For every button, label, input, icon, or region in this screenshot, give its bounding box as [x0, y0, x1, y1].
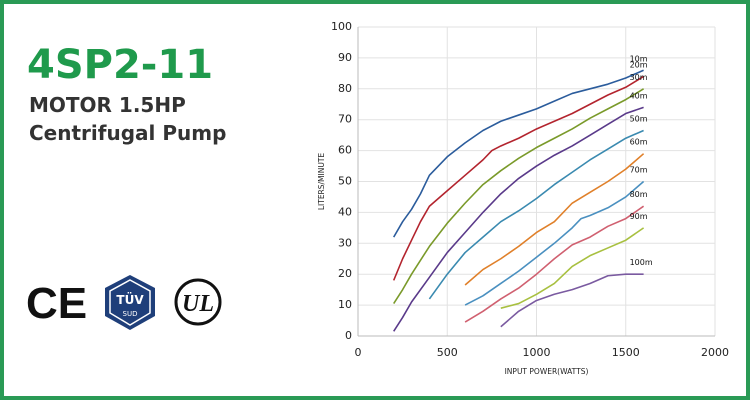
series-label: 20m — [630, 60, 648, 69]
series-line — [464, 180, 645, 306]
ce-text: CE — [26, 279, 87, 328]
y-tick-label: 50 — [338, 175, 352, 188]
tuv-inner — [109, 279, 151, 326]
series-label: 80m — [630, 190, 648, 199]
x-tick-label: 1500 — [612, 346, 640, 359]
x-tick-label: 1000 — [523, 346, 551, 359]
y-tick-label: 70 — [338, 113, 352, 126]
y-tick-label: 40 — [338, 205, 352, 218]
model-title: 4SP2-11 — [27, 42, 213, 88]
series-line — [500, 227, 645, 309]
y-tick-label: 10 — [338, 298, 352, 311]
series-line — [464, 153, 645, 286]
motor-text: MOTOR 1.5HP — [29, 93, 186, 117]
ul-logo: UL — [174, 278, 222, 326]
y-tick-label: 60 — [338, 144, 352, 157]
y-axis-label: LITERS/MINUTE — [317, 153, 326, 211]
y-tick-label: 80 — [338, 82, 352, 95]
x-tick-label: 500 — [437, 346, 458, 359]
series-label: 40m — [630, 91, 648, 100]
y-tick-label: 0 — [345, 329, 352, 342]
pump-type: Centrifugal Pump — [29, 121, 226, 145]
series-label: 60m — [630, 138, 648, 147]
ul-text: UL — [182, 291, 214, 317]
x-axis-label: INPUT POWER(WATTS) — [505, 367, 589, 376]
tuv-logo: TÜV SUD — [105, 275, 155, 330]
series-line — [393, 69, 644, 238]
series-line — [500, 273, 644, 328]
ce-logo: CE — [26, 279, 87, 328]
x-tick-label: 0 — [355, 346, 362, 359]
y-tick-label: 100 — [331, 20, 352, 33]
series-line — [393, 88, 645, 304]
series-label: 70m — [630, 166, 648, 175]
y-tick-label: 20 — [338, 267, 352, 280]
y-tick-label: 90 — [338, 51, 352, 64]
sud-text: SUD — [123, 310, 138, 318]
series-label: 10m — [630, 54, 648, 63]
series-label: 90m — [630, 212, 648, 221]
series-line — [392, 75, 645, 281]
series-line — [464, 205, 645, 323]
y-tick-label: 30 — [338, 236, 352, 249]
series-label: 100m — [630, 258, 653, 267]
x-tick-label: 2000 — [701, 346, 729, 359]
tuv-text: TÜV — [116, 292, 144, 307]
series-label: 50m — [630, 115, 648, 124]
ul-circle — [174, 278, 222, 326]
series-line — [393, 106, 644, 332]
tuv-hexagon — [105, 275, 155, 330]
series-line — [428, 129, 644, 300]
series-label: 30m — [630, 73, 648, 82]
